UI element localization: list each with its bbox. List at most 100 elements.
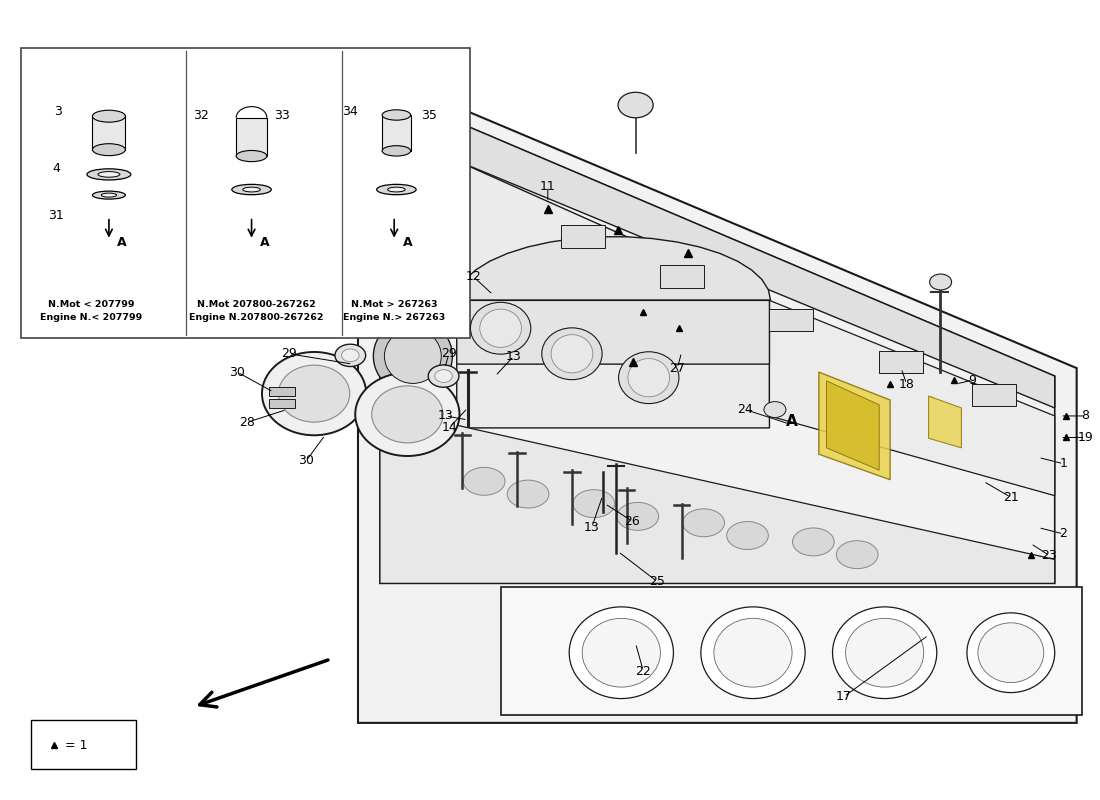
Ellipse shape [683, 509, 725, 537]
Ellipse shape [373, 318, 452, 394]
Text: 22: 22 [636, 665, 651, 678]
Ellipse shape [628, 358, 670, 397]
Circle shape [930, 274, 952, 290]
Bar [270, 387, 296, 396]
Text: 17: 17 [836, 690, 852, 703]
Ellipse shape [727, 522, 768, 550]
Polygon shape [818, 372, 890, 480]
Ellipse shape [92, 144, 125, 156]
Text: 29: 29 [441, 347, 456, 360]
Text: 18: 18 [899, 378, 914, 390]
Text: eurospares: eurospares [441, 274, 923, 494]
Polygon shape [456, 161, 769, 428]
Text: A: A [118, 237, 127, 250]
Text: 35: 35 [421, 109, 437, 122]
Ellipse shape [836, 541, 878, 569]
Ellipse shape [434, 370, 452, 382]
Text: A: A [785, 414, 798, 429]
Ellipse shape [551, 334, 593, 373]
Polygon shape [379, 89, 1055, 408]
Ellipse shape [334, 344, 365, 366]
Text: 13: 13 [506, 350, 521, 362]
Ellipse shape [569, 607, 673, 698]
Text: N.Mot > 267263
Engine N.> 267263: N.Mot > 267263 Engine N.> 267263 [343, 300, 446, 322]
Ellipse shape [507, 480, 549, 508]
Ellipse shape [373, 186, 452, 262]
Ellipse shape [967, 613, 1055, 693]
Text: 31: 31 [48, 209, 64, 222]
Text: 26: 26 [625, 514, 640, 528]
Text: 23: 23 [1042, 549, 1057, 562]
Ellipse shape [471, 302, 531, 354]
Text: 12: 12 [465, 270, 481, 283]
Text: 8: 8 [1081, 410, 1089, 422]
Ellipse shape [262, 352, 366, 435]
Text: 14: 14 [441, 422, 456, 434]
Text: 1: 1 [1059, 458, 1067, 470]
Text: 13: 13 [584, 521, 600, 534]
Text: 21: 21 [1003, 490, 1019, 504]
Circle shape [618, 92, 653, 118]
Ellipse shape [701, 607, 805, 698]
FancyBboxPatch shape [21, 48, 470, 338]
Polygon shape [379, 408, 1055, 583]
Ellipse shape [617, 502, 659, 530]
Text: 24: 24 [737, 403, 754, 416]
Ellipse shape [846, 618, 924, 687]
Polygon shape [358, 65, 1077, 723]
Bar [270, 399, 296, 408]
Text: A: A [260, 237, 270, 250]
Ellipse shape [573, 490, 615, 518]
Ellipse shape [480, 309, 521, 347]
Text: 25: 25 [650, 575, 666, 588]
Ellipse shape [463, 467, 505, 495]
Ellipse shape [372, 386, 443, 443]
Polygon shape [928, 396, 961, 448]
Text: 19: 19 [1078, 431, 1093, 444]
Text: 29: 29 [280, 347, 297, 360]
Ellipse shape [92, 191, 125, 199]
Ellipse shape [618, 352, 679, 403]
Text: 30: 30 [230, 366, 245, 378]
Ellipse shape [92, 110, 125, 122]
Text: N.Mot < 207799
Engine N.< 207799: N.Mot < 207799 Engine N.< 207799 [41, 300, 143, 322]
Polygon shape [769, 300, 1055, 496]
Polygon shape [379, 89, 1055, 583]
Ellipse shape [373, 252, 452, 328]
Ellipse shape [382, 146, 410, 156]
Bar [561, 226, 605, 248]
Ellipse shape [384, 262, 441, 318]
Ellipse shape [382, 110, 410, 120]
Text: since 1985: since 1985 [609, 422, 930, 570]
Bar [92, 116, 125, 150]
Bar [769, 309, 813, 331]
Ellipse shape [278, 365, 350, 422]
Text: 4: 4 [53, 162, 60, 175]
Text: 9: 9 [968, 374, 977, 386]
Ellipse shape [236, 150, 267, 162]
Ellipse shape [98, 171, 120, 177]
Ellipse shape [542, 328, 602, 380]
Bar [879, 350, 923, 373]
Polygon shape [456, 237, 770, 364]
Ellipse shape [833, 607, 937, 698]
Bar [236, 118, 267, 156]
Ellipse shape [792, 528, 834, 556]
Ellipse shape [384, 198, 441, 252]
Bar [382, 115, 410, 151]
Text: = 1: = 1 [65, 738, 88, 752]
Text: 32: 32 [194, 109, 209, 122]
Text: 28: 28 [239, 416, 255, 429]
Text: 3: 3 [55, 105, 63, 118]
Ellipse shape [232, 184, 272, 194]
Ellipse shape [714, 618, 792, 687]
Text: 27: 27 [669, 362, 685, 374]
Ellipse shape [387, 187, 405, 192]
Ellipse shape [384, 329, 441, 383]
Ellipse shape [341, 349, 359, 362]
Ellipse shape [428, 365, 459, 387]
Ellipse shape [243, 187, 261, 192]
FancyBboxPatch shape [31, 721, 136, 769]
Bar [972, 384, 1016, 406]
Ellipse shape [582, 618, 660, 687]
